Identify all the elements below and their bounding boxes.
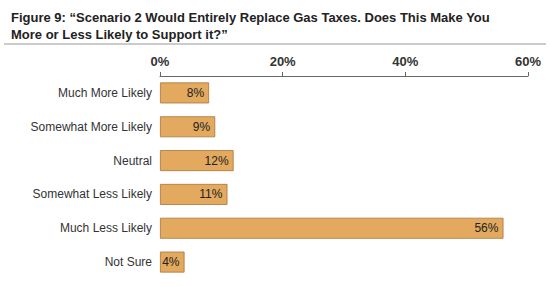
svg-text:4%: 4% [162,255,180,269]
svg-text:Somewhat Less Likely: Somewhat Less Likely [33,187,152,201]
svg-text:More or Less Likely to Support: More or Less Likely to Support it?” [11,27,228,42]
svg-text:12%: 12% [205,154,229,168]
svg-text:60%: 60% [515,54,541,69]
svg-text:8%: 8% [187,86,205,100]
svg-text:40%: 40% [392,54,418,69]
svg-text:0%: 0% [151,54,170,69]
svg-text:56%: 56% [474,221,498,235]
svg-text:Not Sure: Not Sure [105,255,153,269]
svg-text:20%: 20% [270,54,296,69]
svg-text:Much Less Likely: Much Less Likely [60,221,152,235]
svg-text:Much More Likely: Much More Likely [58,86,152,100]
svg-text:Figure 9: “Scenario 2 Would En: Figure 9: “Scenario 2 Would Entirely Rep… [11,10,493,25]
svg-text:Neutral: Neutral [113,154,152,168]
svg-text:Somewhat More Likely: Somewhat More Likely [31,120,152,134]
svg-text:11%: 11% [199,187,222,201]
svg-text:9%: 9% [193,120,211,134]
